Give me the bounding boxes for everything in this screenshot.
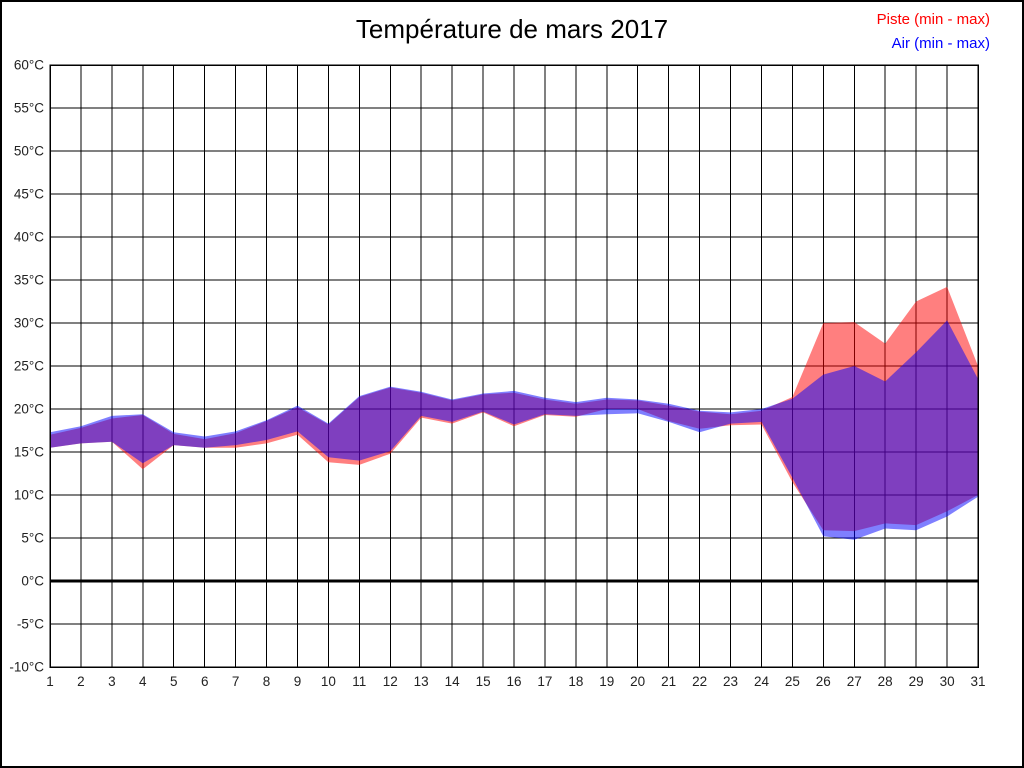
chart-title: Température de mars 2017 bbox=[355, 14, 669, 44]
svg-text:15°C: 15°C bbox=[14, 445, 44, 460]
svg-text:24: 24 bbox=[754, 674, 770, 689]
svg-text:28: 28 bbox=[878, 674, 893, 689]
svg-text:-10°C: -10°C bbox=[9, 660, 44, 675]
svg-text:30: 30 bbox=[940, 674, 955, 689]
svg-text:3: 3 bbox=[108, 674, 116, 689]
svg-text:55°C: 55°C bbox=[14, 101, 44, 116]
svg-text:27: 27 bbox=[847, 674, 862, 689]
legend: Piste (min - max) Air (min - max) bbox=[877, 8, 990, 56]
y-axis-labels: 60°C 55°C 50°C 45°C 40°C 35°C 30°C 25°C 20°C 15°C… bbox=[9, 58, 44, 675]
svg-text:50°C: 50°C bbox=[14, 144, 44, 159]
svg-text:40°C: 40°C bbox=[14, 230, 44, 245]
svg-text:20°C: 20°C bbox=[14, 402, 44, 417]
svg-text:25: 25 bbox=[785, 674, 800, 689]
svg-text:15: 15 bbox=[476, 674, 491, 689]
svg-text:14: 14 bbox=[445, 674, 461, 689]
svg-text:8: 8 bbox=[263, 674, 271, 689]
svg-text:10°C: 10°C bbox=[14, 488, 44, 503]
svg-text:1: 1 bbox=[46, 674, 54, 689]
svg-text:26: 26 bbox=[816, 674, 831, 689]
plot-frame bbox=[49, 64, 979, 668]
air-band bbox=[50, 320, 978, 540]
legend-piste-label: Piste (min - max) bbox=[876, 11, 990, 28]
x-axis-labels: 1 2 3 4 5 6 7 8 9 10 11 12 13 14 15 16 17 18 19 20 21 22 23 24 2… bbox=[46, 674, 985, 689]
svg-text:6: 6 bbox=[201, 674, 209, 689]
legend-air-label: Air (min - max) bbox=[891, 35, 990, 52]
svg-text:30°C: 30°C bbox=[14, 316, 44, 331]
svg-text:17: 17 bbox=[537, 674, 552, 689]
svg-text:-5°C: -5°C bbox=[17, 617, 44, 632]
svg-text:22: 22 bbox=[692, 674, 707, 689]
svg-text:29: 29 bbox=[909, 674, 924, 689]
svg-text:60°C: 60°C bbox=[14, 58, 44, 73]
svg-text:11: 11 bbox=[352, 674, 366, 689]
svg-text:7: 7 bbox=[232, 674, 240, 689]
svg-text:2: 2 bbox=[77, 674, 85, 689]
svg-text:0°C: 0°C bbox=[21, 574, 44, 589]
svg-text:25°C: 25°C bbox=[14, 359, 44, 374]
svg-text:45°C: 45°C bbox=[14, 187, 44, 202]
svg-text:4: 4 bbox=[139, 674, 147, 689]
svg-text:35°C: 35°C bbox=[14, 273, 44, 288]
svg-text:13: 13 bbox=[414, 674, 429, 689]
svg-text:21: 21 bbox=[661, 674, 676, 689]
svg-text:23: 23 bbox=[723, 674, 738, 689]
svg-text:18: 18 bbox=[568, 674, 583, 689]
svg-text:12: 12 bbox=[383, 674, 398, 689]
svg-text:31: 31 bbox=[970, 674, 985, 689]
svg-text:19: 19 bbox=[599, 674, 614, 689]
svg-text:5: 5 bbox=[170, 674, 178, 689]
svg-text:9: 9 bbox=[294, 674, 302, 689]
svg-text:20: 20 bbox=[630, 674, 645, 689]
svg-text:5°C: 5°C bbox=[21, 531, 44, 546]
svg-text:16: 16 bbox=[506, 674, 521, 689]
svg-text:10: 10 bbox=[321, 674, 336, 689]
